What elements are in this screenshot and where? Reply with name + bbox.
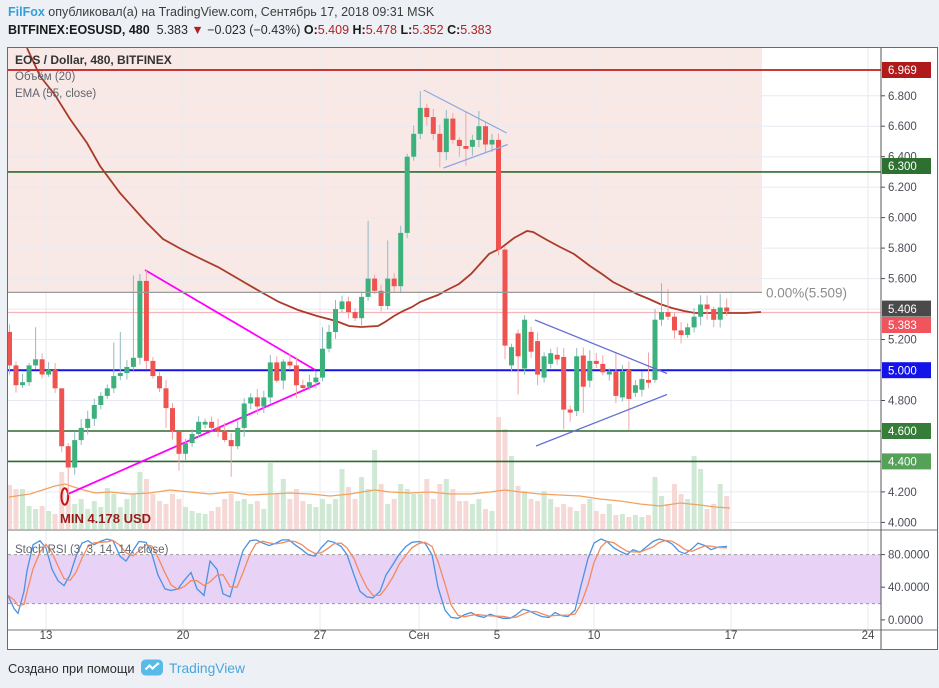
svg-text:6.600: 6.600 <box>888 121 917 133</box>
svg-text:0.00%(5.509): 0.00%(5.509) <box>766 285 847 300</box>
svg-text:Объём (20): Объём (20) <box>15 71 75 83</box>
svg-text:6.300: 6.300 <box>888 161 917 173</box>
svg-text:10: 10 <box>588 630 601 642</box>
svg-text:40.0000: 40.0000 <box>888 582 930 594</box>
svg-text:5.000: 5.000 <box>888 365 917 377</box>
svg-text:5.800: 5.800 <box>888 243 917 255</box>
svg-text:4.000: 4.000 <box>888 517 917 529</box>
svg-text:6.969: 6.969 <box>888 65 917 77</box>
svg-text:5.406: 5.406 <box>888 304 917 316</box>
svg-text:17: 17 <box>725 630 738 642</box>
svg-text:27: 27 <box>314 630 327 642</box>
svg-text:20: 20 <box>177 630 190 642</box>
svg-text:6.800: 6.800 <box>888 91 917 103</box>
svg-text:5.600: 5.600 <box>888 274 917 286</box>
svg-text:6.000: 6.000 <box>888 213 917 225</box>
svg-text:5.200: 5.200 <box>888 335 917 347</box>
svg-text:Сен: Сен <box>408 630 429 642</box>
svg-text:13: 13 <box>40 630 53 642</box>
svg-text:EMA (55, close): EMA (55, close) <box>15 88 96 100</box>
svg-text:80.0000: 80.0000 <box>888 550 930 562</box>
svg-text:6.200: 6.200 <box>888 182 917 194</box>
svg-text:5: 5 <box>494 630 500 642</box>
svg-text:4.600: 4.600 <box>888 426 917 438</box>
svg-text:MIN 4.178 USD: MIN 4.178 USD <box>60 511 151 526</box>
svg-text:Stoch RSI (3, 3, 14, 14, close: Stoch RSI (3, 3, 14, 14, close) <box>15 544 169 556</box>
svg-text:4.200: 4.200 <box>888 487 917 499</box>
svg-text:0.0000: 0.0000 <box>888 615 923 627</box>
svg-text:4.400: 4.400 <box>888 457 917 469</box>
svg-text:5.383: 5.383 <box>888 320 917 332</box>
svg-text:24: 24 <box>862 630 875 642</box>
svg-text:EOS / Dollar, 480, BITFINEX: EOS / Dollar, 480, BITFINEX <box>15 53 172 67</box>
svg-text:4.800: 4.800 <box>888 396 917 408</box>
